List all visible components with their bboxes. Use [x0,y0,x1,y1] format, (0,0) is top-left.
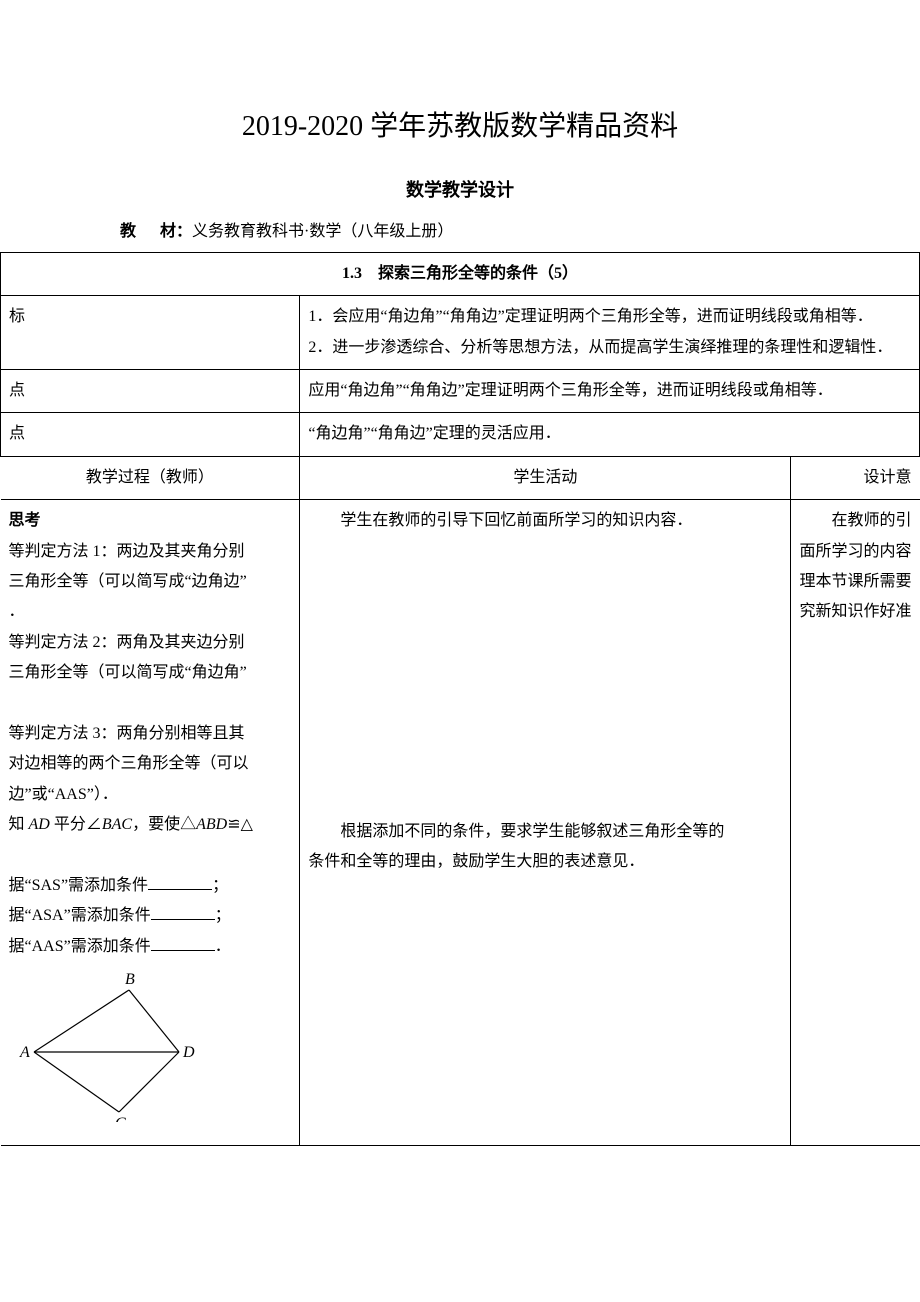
goal-2: 2．进一步渗透综合、分析等思想方法，从而提高学生演绎推理的条理性和逻辑性． [308,333,911,363]
process-p3c: 边”或“AAS”）． [9,780,292,810]
col-intent-header: 设计意 [791,456,920,499]
keypoint-cell: 应用“角边角”“角角边”定理证明两个三角形全等，进而证明线段或角相等． [300,369,920,412]
triangle-figure: A B C D [19,972,292,1133]
process-p1b: 三角形全等（可以简写成“边角边” [9,567,292,597]
q-aas: 据“AAS”需添加条件 ． [9,932,292,962]
blank-sas[interactable] [148,873,212,890]
activity-cell: 学生在教师的引导下回忆前面所学习的知识内容． 根据添加不同的条件，要求学生能够叙… [300,500,791,1146]
difficulty-cell: “角边角”“角角边”定理的灵活应用． [300,413,920,456]
known-ABD: ABD [196,816,227,833]
q-sas-end: ； [212,877,228,894]
triangle-svg: A B C D [19,972,209,1122]
process-p3b: 对边相等的两个三角形全等（可以 [9,749,292,779]
section-title: 1.3 探索三角形全等的条件（5） [1,252,920,295]
svg-text:A: A [19,1044,30,1061]
blank-aas[interactable] [151,934,215,951]
known-cong: ≌△ [227,816,253,833]
activity-2a: 根据添加不同的条件，要求学生能够叙述三角形全等的 [308,817,782,847]
think-heading: 思考 [9,506,292,536]
activity-2b: 条件和全等的理由，鼓励学生大胆的表述意见． [308,847,782,877]
q-asa-text: 据“ASA”需添加条件 [9,907,151,924]
known-prefix: 知 [9,816,29,833]
col-activity-header: 学生活动 [300,456,791,499]
lesson-table: 1.3 探索三角形全等的条件（5） 标 1．会应用“角边角”“角角边”定理证明两… [0,252,920,1147]
q-sas-text: 据“SAS”需添加条件 [9,877,149,894]
page-subtitle: 数学教学设计 [0,173,920,207]
q-aas-text: 据“AAS”需添加条件 [9,938,151,955]
q-aas-end: ． [215,938,231,955]
col-process-header: 教学过程（教师） [1,456,300,499]
known-mid1: 平分∠ [50,816,102,833]
page-title: 2019-2020 学年苏教版数学精品资料 [0,100,920,153]
intent-cell: 在教师的引 面所学习的内容 理本节课所需要 究新知识作好准 [791,500,920,1146]
q-sas: 据“SAS”需添加条件 ； [9,871,292,901]
known-BAC: BAC [102,816,132,833]
known-mid2: ，要使△ [132,816,196,833]
q-asa: 据“ASA”需添加条件 ； [9,901,292,931]
difficulty-label: 点 [1,413,300,456]
process-known: 知 AD 平分∠BAC，要使△ABD≌△ [9,810,292,840]
goal-cell: 1．会应用“角边角”“角角边”定理证明两个三角形全等，进而证明线段或角相等． 2… [300,296,920,370]
process-p2a: 等判定方法 2：两角及其夹边分别 [9,628,292,658]
textbook-label-2: 材： [160,223,192,240]
process-cell: 思考 等判定方法 1：两边及其夹角分别 三角形全等（可以简写成“边角边” ． 等… [1,500,300,1146]
svg-text:D: D [182,1044,195,1061]
goal-1: 1．会应用“角边角”“角角边”定理证明两个三角形全等，进而证明线段或角相等． [308,302,911,332]
intent-2: 面所学习的内容 [799,537,911,567]
process-p1a: 等判定方法 1：两边及其夹角分别 [9,537,292,567]
keypoint-label: 点 [1,369,300,412]
textbook-line: 教材：义务教育教科书·数学（八年级上册） [120,217,920,247]
svg-text:B: B [125,972,135,988]
process-p1c: ． [9,597,292,627]
textbook-value: 义务教育教科书·数学（八年级上册） [192,223,453,240]
q-asa-end: ； [215,907,231,924]
activity-1: 学生在教师的引导下回忆前面所学习的知识内容． [308,506,782,536]
intent-4: 究新知识作好准 [799,597,911,627]
intent-3: 理本节课所需要 [799,567,911,597]
svg-text:C: C [115,1115,126,1122]
process-p2b: 三角形全等（可以简写成“角边角” [9,658,292,688]
known-AD: AD [29,816,50,833]
intent-1: 在教师的引 [799,506,911,536]
textbook-label: 教 [120,223,160,240]
blank-asa[interactable] [151,903,215,920]
goal-label: 标 [1,296,300,370]
process-p3a: 等判定方法 3：两角分别相等且其 [9,719,292,749]
